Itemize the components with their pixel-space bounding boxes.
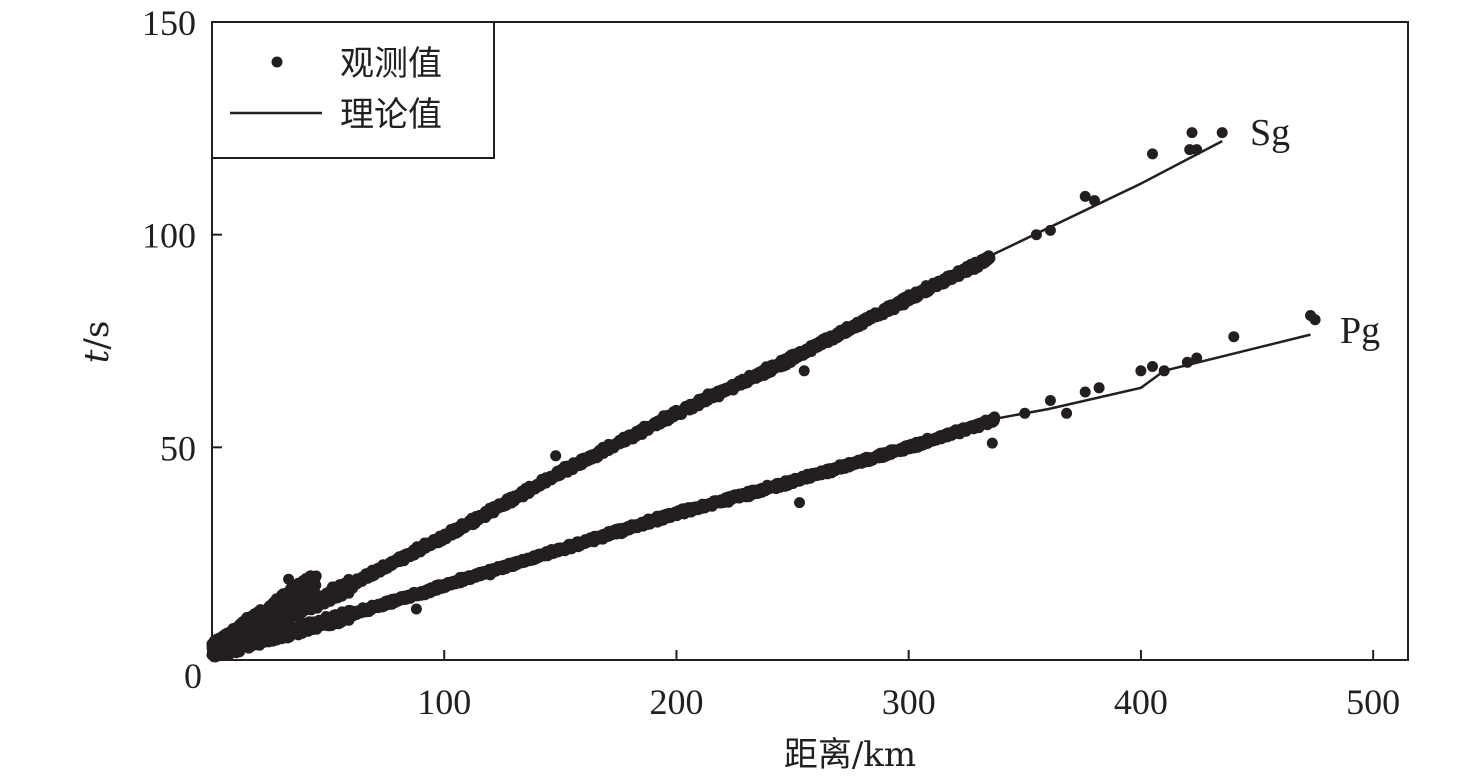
observed-point	[798, 365, 810, 377]
observed-point	[885, 304, 897, 315]
observed-point	[1079, 190, 1091, 202]
observed-point	[329, 592, 341, 604]
observed-points-layer	[206, 127, 1321, 663]
observed-point	[318, 597, 330, 609]
observed-point	[1186, 127, 1198, 139]
observed-point	[865, 311, 877, 323]
observed-point	[550, 450, 562, 462]
observed-point	[283, 573, 295, 585]
observed-point	[1216, 127, 1228, 139]
observed-point	[1147, 148, 1158, 160]
